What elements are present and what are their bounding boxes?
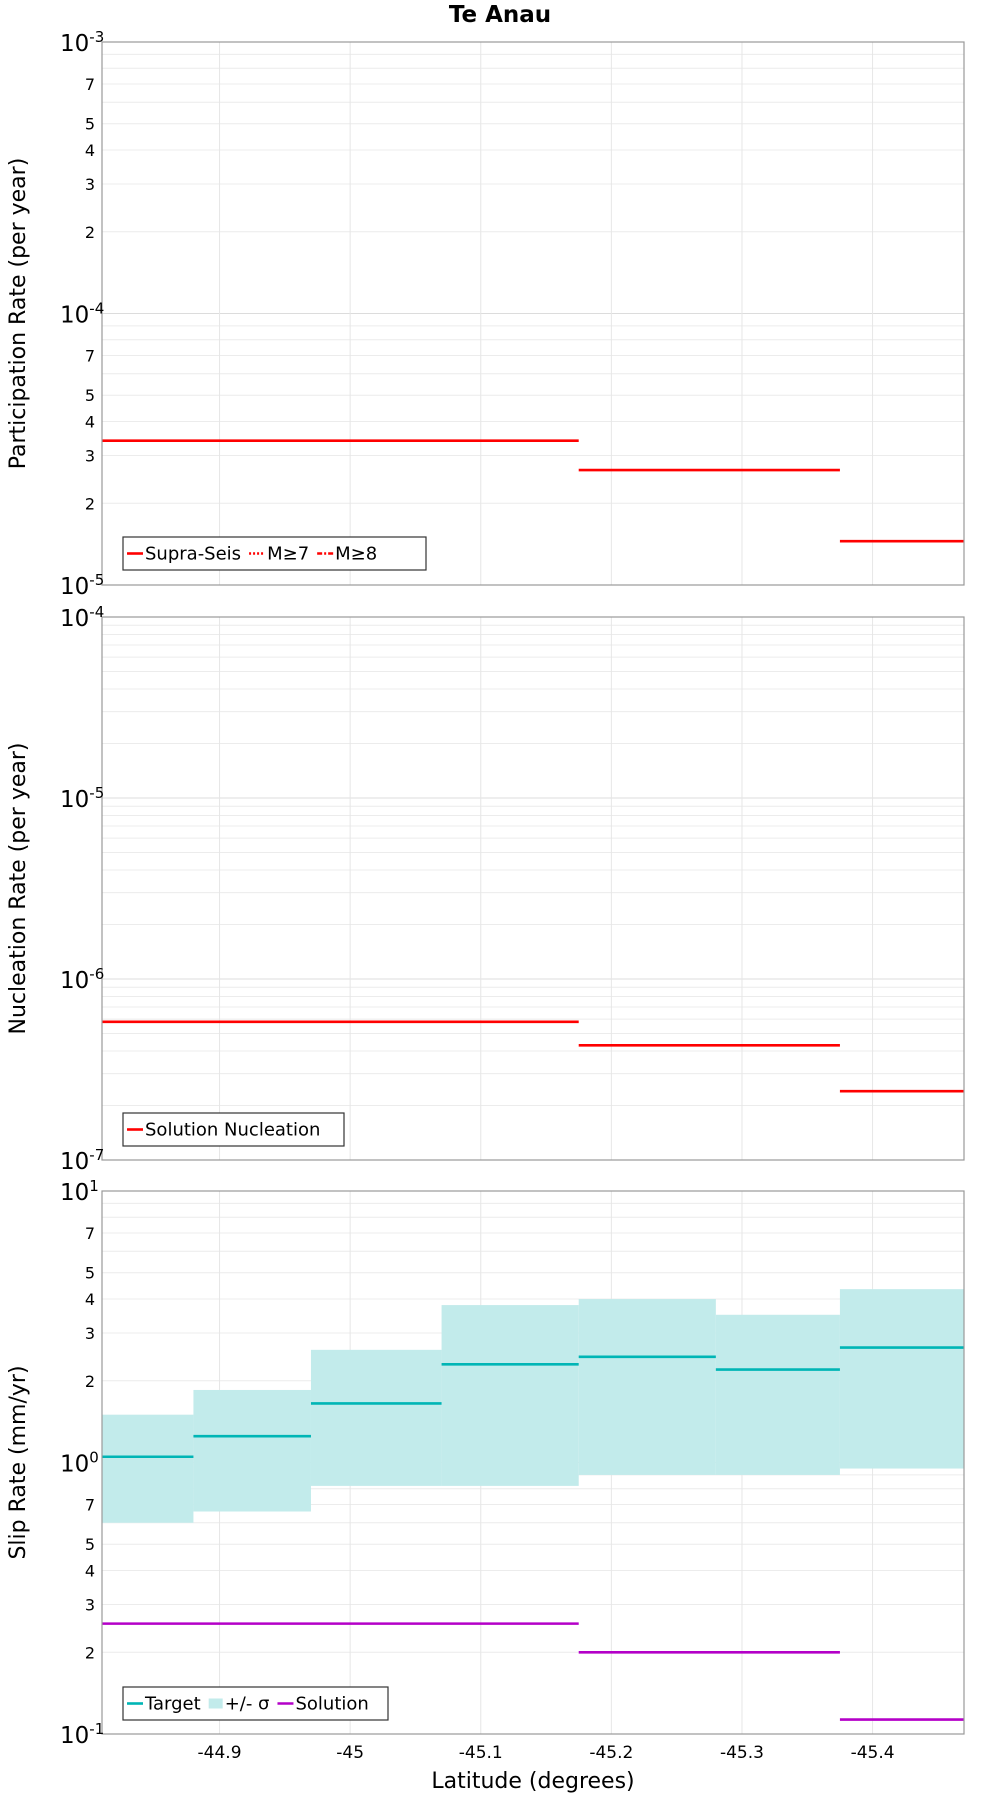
y-minor-tick-label: 5 <box>85 386 95 405</box>
y-minor-tick-label: 5 <box>85 115 95 134</box>
y-minor-tick-label: 4 <box>85 1562 95 1581</box>
y-axis-label: Slip Rate (mm/yr) <box>6 1365 31 1559</box>
y-minor-tick-label: 2 <box>85 223 95 242</box>
x-tick-label: -45.1 <box>459 1743 503 1763</box>
tick-base: 10 <box>60 968 89 994</box>
legend-box <box>122 1112 345 1147</box>
tick-base: 10 <box>60 606 89 632</box>
y-major-tick-label: 10-7 <box>60 1146 104 1175</box>
y-minor-tick-label: 7 <box>85 1496 95 1515</box>
tick-exponent: -1 <box>89 1720 104 1738</box>
y-minor-tick-label: 3 <box>85 1324 95 1343</box>
y-minor-tick-label: 4 <box>85 1290 95 1309</box>
legend-label: Solution <box>295 1694 368 1715</box>
y-minor-tick-label: 3 <box>85 1595 95 1614</box>
legend-label: +/- σ <box>225 1694 270 1715</box>
y-minor-tick-label: 7 <box>85 75 95 94</box>
y-minor-tick-label: 3 <box>85 175 95 194</box>
tick-exponent: -7 <box>89 1146 104 1164</box>
y-minor-tick-label: 4 <box>85 141 95 160</box>
tick-exponent: -6 <box>89 965 104 983</box>
tick-base: 10 <box>60 303 89 329</box>
y-minor-tick-label: 5 <box>85 1535 95 1554</box>
y-minor-tick-label: 2 <box>85 494 95 513</box>
tick-base: 10 <box>60 787 89 813</box>
legend-label: Solution Nucleation <box>145 1120 320 1141</box>
y-major-tick-label: 10-4 <box>60 603 104 632</box>
legend-label: M≥8 <box>335 544 377 565</box>
x-tick-label: -45.2 <box>589 1743 633 1763</box>
x-tick-label: -45.3 <box>720 1743 764 1763</box>
y-minor-tick-label: 2 <box>85 1643 95 1662</box>
x-tick-label: -45 <box>336 1743 364 1763</box>
tick-exponent: -5 <box>89 571 104 589</box>
y-major-tick-label: 100 <box>60 1449 99 1478</box>
plot-frame <box>101 1190 965 1735</box>
y-major-tick-label: 10-5 <box>60 784 104 813</box>
tick-exponent: 0 <box>89 1449 99 1467</box>
y-major-tick-label: 101 <box>60 1177 99 1206</box>
y-major-tick-label: 10-4 <box>60 300 104 329</box>
tick-base: 10 <box>60 574 89 600</box>
legend-box <box>122 1686 389 1721</box>
legend-label: M≥7 <box>267 544 309 565</box>
y-axis-label: Nucleation Rate (per year) <box>6 743 31 1035</box>
y-major-tick-label: 10-1 <box>60 1720 104 1749</box>
tick-base: 10 <box>60 1149 89 1175</box>
legend-label: Supra-Seis <box>145 544 241 565</box>
y-axis-label: Participation Rate (per year) <box>6 158 31 470</box>
x-axis-label: Latitude (degrees) <box>431 1769 634 1794</box>
y-major-tick-label: 10-6 <box>60 965 104 994</box>
sigma-band-0 <box>102 1414 194 1523</box>
tick-exponent: -5 <box>89 784 104 802</box>
sigma-band-4 <box>578 1299 716 1475</box>
sigma-band-6 <box>839 1289 964 1469</box>
tick-base: 10 <box>60 31 89 57</box>
legend: Target +/- σ Solution <box>122 1686 389 1721</box>
plot-frame <box>101 41 965 586</box>
y-major-tick-label: 10-3 <box>60 28 104 57</box>
y-major-tick-label: 10-5 <box>60 571 104 600</box>
tick-base: 10 <box>60 1452 89 1478</box>
tick-exponent: -4 <box>89 300 104 318</box>
sigma-band-5 <box>715 1314 840 1475</box>
tick-base: 10 <box>60 1180 89 1206</box>
y-minor-tick-label: 7 <box>85 347 95 366</box>
sigma-band-3 <box>441 1305 579 1486</box>
tick-base: 10 <box>60 1723 89 1749</box>
legend: Supra-Seis M≥7 M≥8 <box>122 536 427 571</box>
y-minor-tick-label: 3 <box>85 446 95 465</box>
legend-swatch-band <box>208 1698 223 1709</box>
y-minor-tick-label: 4 <box>85 413 95 432</box>
tick-exponent: -4 <box>89 603 104 621</box>
y-minor-tick-label: 7 <box>85 1224 95 1243</box>
x-tick-label: -44.9 <box>198 1743 242 1763</box>
y-minor-tick-label: 5 <box>85 1264 95 1283</box>
legend-label: Target <box>144 1694 201 1715</box>
legend: Solution Nucleation <box>122 1112 345 1147</box>
x-tick-label: -45.4 <box>851 1743 895 1763</box>
chart-title: Te Anau <box>449 2 551 28</box>
tick-exponent: 1 <box>89 1177 99 1195</box>
plot-frame <box>101 616 965 1161</box>
tick-exponent: -3 <box>89 28 104 46</box>
sigma-band-1 <box>193 1389 311 1512</box>
sigma-band-2 <box>310 1349 442 1486</box>
y-minor-tick-label: 2 <box>85 1372 95 1391</box>
legend-box <box>122 536 427 571</box>
